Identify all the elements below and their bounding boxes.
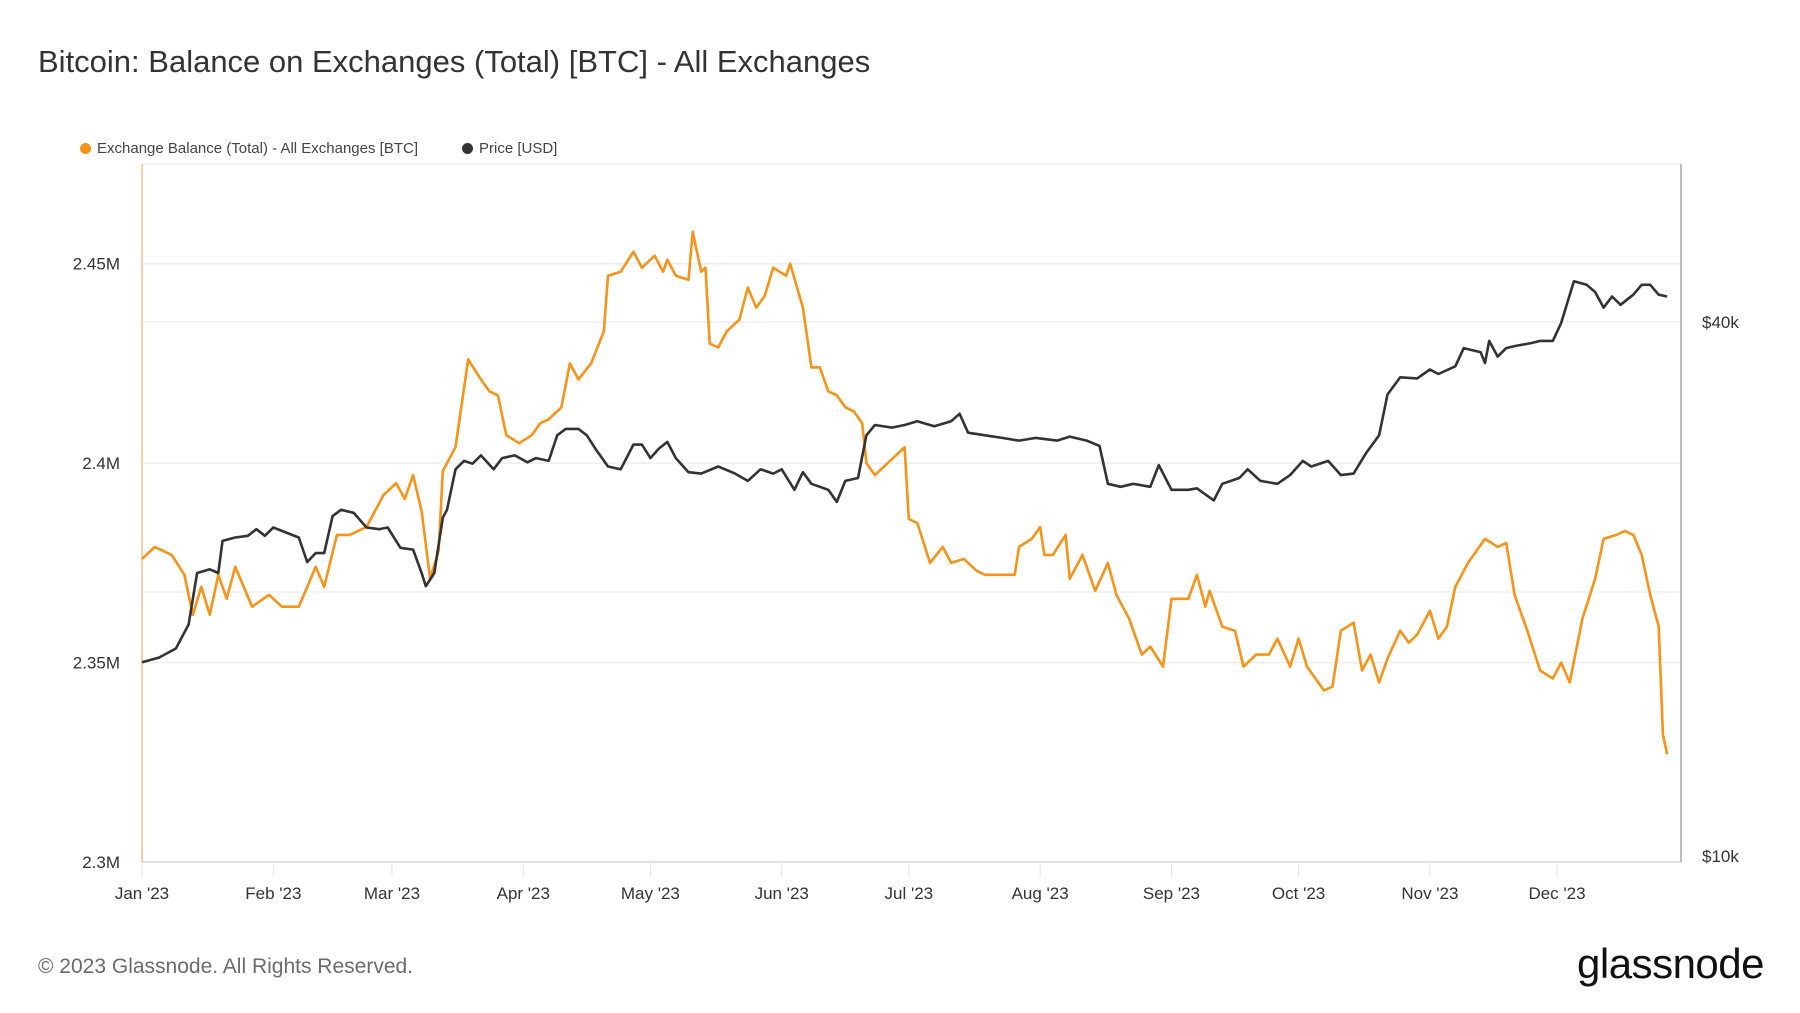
- y-left-tick-label: 2.3M: [82, 853, 120, 872]
- x-tick-label: Oct '23: [1272, 884, 1325, 903]
- x-tick-label: Jan '23: [115, 884, 169, 903]
- x-tick-label: May '23: [621, 884, 680, 903]
- y-right-tick-label: $10k: [1702, 847, 1739, 866]
- glassnode-logo: glassnode: [1577, 940, 1764, 987]
- y-left-tick-label: 2.35M: [73, 654, 120, 673]
- legend-label: Price [USD]: [479, 140, 558, 157]
- chart-title: Bitcoin: Balance on Exchanges (Total) [B…: [38, 44, 871, 79]
- legend-item-price[interactable]: Price [USD]: [462, 140, 557, 157]
- legend-label: Exchange Balance (Total) - All Exchanges…: [97, 140, 418, 157]
- legend-dot-icon: [80, 143, 91, 154]
- legend-item-exchange-balance[interactable]: Exchange Balance (Total) - All Exchanges…: [80, 140, 418, 157]
- legend: Exchange Balance (Total) - All Exchanges…: [80, 140, 557, 157]
- x-tick-label: Aug '23: [1012, 884, 1069, 903]
- y-left-tick-label: 2.45M: [73, 255, 120, 274]
- price-line: [141, 280, 1668, 664]
- y-left-tick-label: 2.4M: [82, 454, 120, 473]
- legend-dot-icon: [462, 143, 473, 154]
- x-tick-label: Sep '23: [1143, 884, 1200, 903]
- copyright-footer: © 2023 Glassnode. All Rights Reserved.: [38, 955, 414, 978]
- y-right-tick-label: $40k: [1702, 313, 1739, 332]
- x-tick-label: Nov '23: [1401, 884, 1458, 903]
- exchange-balance-line: [141, 230, 1669, 755]
- x-tick-label: Apr '23: [497, 884, 550, 903]
- x-tick-label: Jul '23: [885, 884, 934, 903]
- x-tick-label: Feb '23: [245, 884, 301, 903]
- x-tick-label: Jun '23: [755, 884, 809, 903]
- x-tick-label: Mar '23: [364, 884, 420, 903]
- x-tick-label: Dec '23: [1528, 884, 1585, 903]
